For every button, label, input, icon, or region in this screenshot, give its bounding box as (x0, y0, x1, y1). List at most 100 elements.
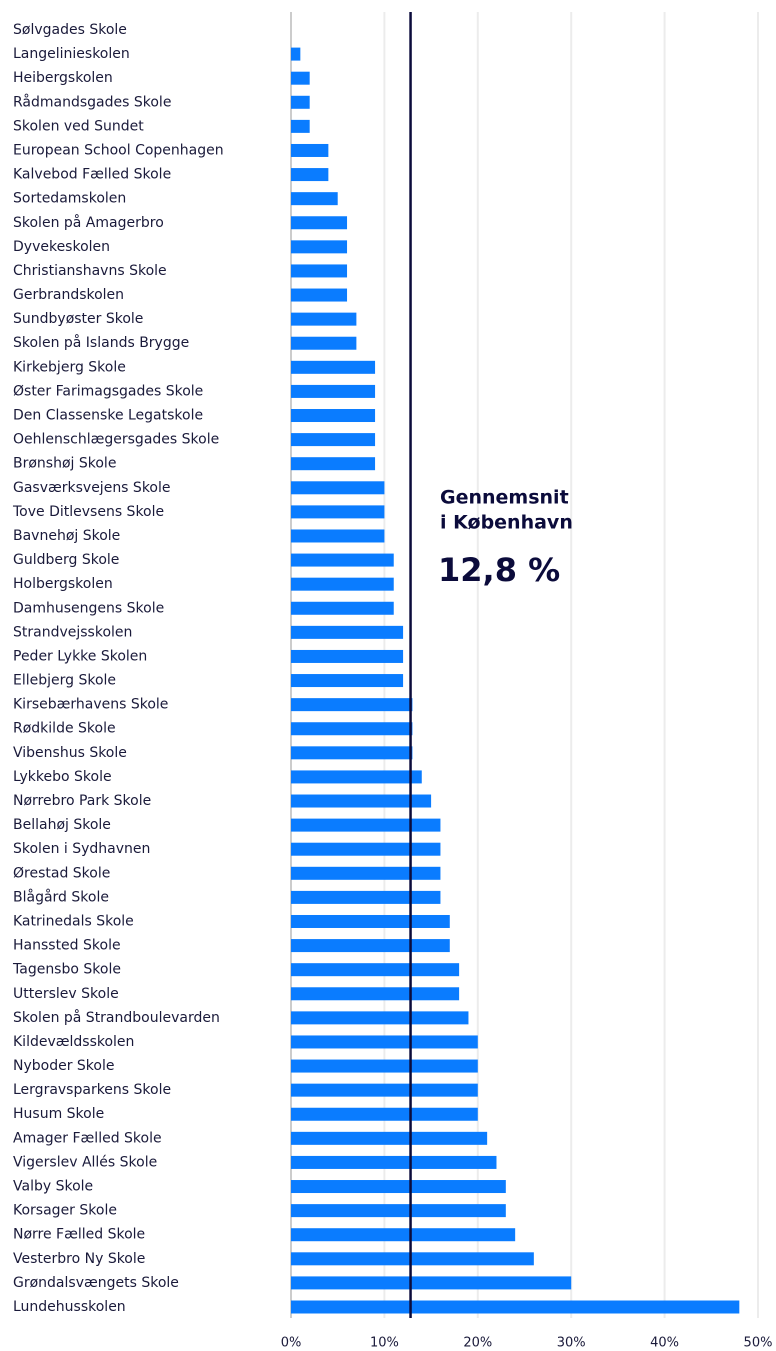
y-tick-label: Heibergskolen (13, 70, 113, 86)
bar (291, 71, 310, 85)
y-tick-label: Ellebjerg Skole (13, 673, 116, 689)
bar (291, 1059, 478, 1073)
bar (291, 746, 413, 760)
y-tick-label: Husum Skole (13, 1106, 104, 1122)
x-tick-label: 30% (557, 1336, 586, 1351)
y-tick-label: Oehlenschlægersgades Skole (13, 432, 219, 448)
y-tick-label: Utterslev Skole (13, 986, 119, 1002)
bar (291, 409, 376, 423)
x-tick-label: 10% (370, 1336, 399, 1351)
bar (291, 1131, 488, 1145)
average-title: i København (440, 512, 573, 534)
y-tick-label: Katrinedals Skole (13, 913, 134, 929)
bar (291, 794, 432, 808)
bar (291, 553, 394, 567)
y-tick-label: Skolen på Amagerbro (13, 214, 164, 231)
bar (291, 577, 394, 591)
bar (291, 601, 394, 615)
average-label: 12,8 % (438, 551, 560, 589)
average-title: Gennemsnit (440, 487, 569, 509)
bar (291, 1035, 478, 1049)
y-tick-label: Bavnehøj Skole (13, 528, 120, 544)
x-tick-label: 50% (744, 1336, 773, 1351)
bar (291, 914, 450, 928)
bar (291, 481, 385, 495)
bar (291, 384, 376, 398)
bar (291, 433, 376, 447)
y-tick-label: Lergravsparkens Skole (13, 1082, 171, 1098)
y-tick-label: Nyboder Skole (13, 1058, 114, 1074)
y-tick-label: Rådmandsgades Skole (13, 93, 171, 110)
y-tick-label: Sortedamskolen (13, 191, 126, 207)
bar (291, 288, 348, 302)
y-tick-label: Dyvekeskolen (13, 239, 110, 255)
bar (291, 1252, 534, 1266)
bar (291, 1300, 740, 1314)
y-tick-label: Rødkilde Skole (13, 721, 116, 737)
y-tick-label: Holbergskolen (13, 576, 113, 592)
bar (291, 674, 404, 688)
y-tick-label: Skolen på Islands Brygge (13, 334, 189, 351)
y-tick-label: Korsager Skole (13, 1203, 117, 1219)
bar (291, 1155, 497, 1169)
y-tick-label: Kirkebjerg Skole (13, 359, 126, 375)
y-tick-label: Peder Lykke Skolen (13, 648, 147, 664)
bar (291, 240, 348, 254)
y-tick-label: Sundbyøster Skole (13, 311, 143, 327)
bar (291, 770, 422, 784)
bar (291, 698, 413, 712)
y-tick-label: Gerbrandskolen (13, 287, 124, 303)
bar (291, 1276, 572, 1290)
y-tick-label: Christianshavns Skole (13, 263, 167, 279)
bar (291, 119, 310, 133)
y-tick-label: Damhusengens Skole (13, 600, 164, 616)
y-tick-label: Skolen på Strandboulevarden (13, 1009, 220, 1026)
y-tick-label: Langelinieskolen (13, 46, 130, 62)
y-tick-label: Amager Fælled Skole (13, 1130, 162, 1146)
bar (291, 505, 385, 519)
bar (291, 1228, 516, 1242)
bar (291, 842, 441, 856)
bar (291, 95, 310, 109)
bar (291, 963, 460, 977)
bar (291, 1107, 478, 1121)
y-tick-label: Sølvgades Skole (13, 22, 127, 38)
bar (291, 1011, 469, 1025)
y-tick-label: Lykkebo Skole (13, 769, 112, 785)
bar (291, 312, 357, 326)
bar (291, 625, 404, 639)
y-tick-label: Vibenshus Skole (13, 745, 127, 761)
bar (291, 360, 376, 374)
bar (291, 818, 441, 832)
y-tick-label: European School Copenhagen (13, 142, 224, 158)
bar (291, 168, 329, 182)
y-tick-label: Gasværksvejens Skole (13, 480, 171, 496)
x-tick-label: 0% (281, 1336, 302, 1351)
y-tick-label: Bellahøj Skole (13, 817, 111, 833)
y-tick-label: Tagensbo Skole (12, 962, 121, 978)
y-tick-label: Ørestad Skole (13, 865, 110, 881)
bar (291, 192, 338, 206)
bar (291, 722, 413, 736)
y-tick-label: Guldberg Skole (13, 552, 119, 568)
bar (291, 1204, 506, 1218)
y-tick-label: Vesterbro Ny Skole (13, 1251, 145, 1267)
bar (291, 987, 460, 1001)
bar (291, 939, 450, 953)
y-tick-label: Lundehusskolen (13, 1299, 126, 1315)
y-tick-label: Nørre Fælled Skole (13, 1227, 145, 1243)
y-tick-label: Den Classenske Legatskole (13, 408, 203, 424)
y-tick-label: Grøndalsvængets Skole (13, 1275, 179, 1291)
bar (291, 649, 404, 663)
y-tick-label: Strandvejsskolen (13, 624, 132, 640)
bar (291, 890, 441, 904)
bar (291, 1180, 506, 1194)
bar (291, 1083, 478, 1097)
y-tick-label: Nørrebro Park Skole (13, 793, 151, 809)
y-tick-label: Hanssted Skole (13, 938, 121, 954)
y-tick-label: Kildevældsskolen (13, 1034, 134, 1050)
y-tick-label: Brønshøj Skole (13, 456, 116, 472)
y-tick-label: Tove Ditlevsens Skole (12, 504, 164, 520)
bar (291, 529, 385, 543)
y-tick-label: Skolen i Sydhavnen (13, 841, 150, 857)
